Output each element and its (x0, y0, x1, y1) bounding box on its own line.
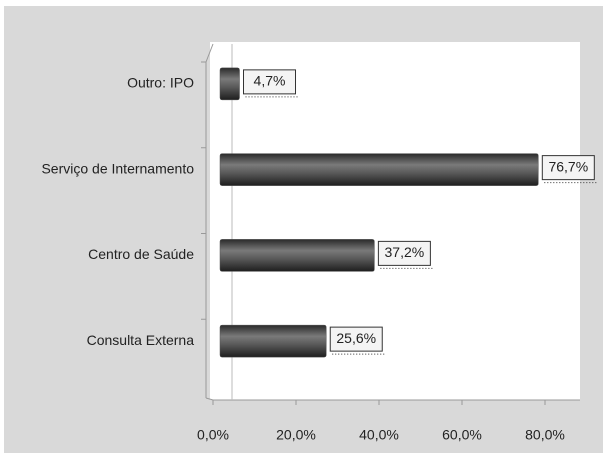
bar (219, 153, 539, 186)
value-label-box (329, 326, 383, 352)
x-tick-label: 60,0% (442, 427, 482, 443)
bar (219, 67, 240, 101)
y-tick-label: Centro de Saúde (88, 246, 194, 262)
axis-depth (205, 43, 214, 63)
axis-depth (205, 397, 214, 401)
value-label-box (541, 155, 595, 181)
value-label: 76,7% (548, 158, 588, 174)
y-tick-label: Outro: IPO (127, 75, 194, 91)
value-label-box (377, 240, 431, 266)
x-tick-label: 20,0% (276, 427, 316, 443)
bar (219, 324, 327, 358)
value-label: 37,2% (385, 244, 425, 260)
y-tick-label: Serviço de Internamento (41, 160, 194, 176)
value-label: 4,7% (254, 73, 286, 89)
value-label-box (243, 69, 297, 95)
x-tick-label: 40,0% (359, 427, 399, 443)
bar (219, 239, 375, 272)
value-label: 25,6% (336, 330, 376, 346)
x-tick-label: 0,0% (197, 427, 229, 443)
x-tick-label: 80,0% (525, 427, 565, 443)
y-tick-label: Consulta Externa (87, 332, 195, 348)
